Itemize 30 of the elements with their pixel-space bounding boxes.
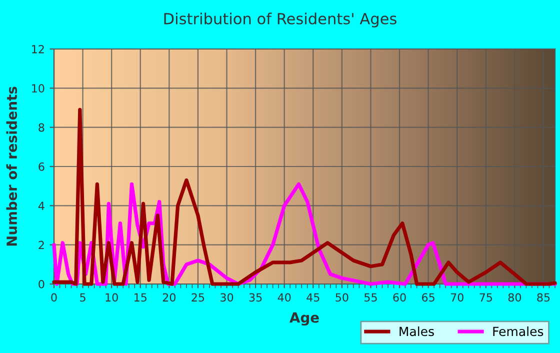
x-tick-label: 60 bbox=[393, 293, 406, 302]
x-tick-label: 15 bbox=[134, 293, 146, 302]
x-tick-label: 50 bbox=[336, 293, 348, 302]
x-tick-label: 35 bbox=[249, 293, 262, 302]
x-axis-title: Age bbox=[290, 312, 319, 326]
y-tick-label: 4 bbox=[38, 202, 44, 210]
x-tick-label: 0 bbox=[51, 293, 57, 302]
chart-title: Distribution of Residents' Ages bbox=[164, 12, 396, 28]
y-tick-label: 8 bbox=[38, 123, 44, 132]
x-tick-label: 20 bbox=[162, 293, 176, 302]
x-tick-label: 80 bbox=[508, 293, 522, 302]
x-tick-label: 5 bbox=[80, 293, 86, 302]
y-tick-label: 0 bbox=[38, 280, 44, 288]
x-tick-label: 85 bbox=[537, 293, 550, 302]
x-tick-label: 70 bbox=[450, 293, 464, 302]
y-tick-label: 6 bbox=[38, 162, 44, 171]
x-tick-label: 40 bbox=[278, 293, 291, 302]
y-tick-label: 2 bbox=[38, 240, 44, 250]
y-tick-label: 12 bbox=[32, 44, 44, 54]
x-tick-label: 55 bbox=[364, 293, 377, 302]
legend-label: Males bbox=[400, 326, 434, 336]
x-tick-label: 75 bbox=[480, 293, 492, 302]
legend-label: Females bbox=[493, 326, 544, 336]
y-tick-label: 10 bbox=[32, 84, 44, 93]
x-tick-label: 10 bbox=[106, 293, 118, 302]
x-tick-label: 30 bbox=[220, 293, 234, 302]
x-tick-label: 25 bbox=[192, 293, 204, 302]
x-tick-label: 65 bbox=[422, 293, 434, 302]
x-tick-label: 45 bbox=[306, 293, 320, 302]
y-axis-title: Number of residents bbox=[6, 86, 18, 246]
